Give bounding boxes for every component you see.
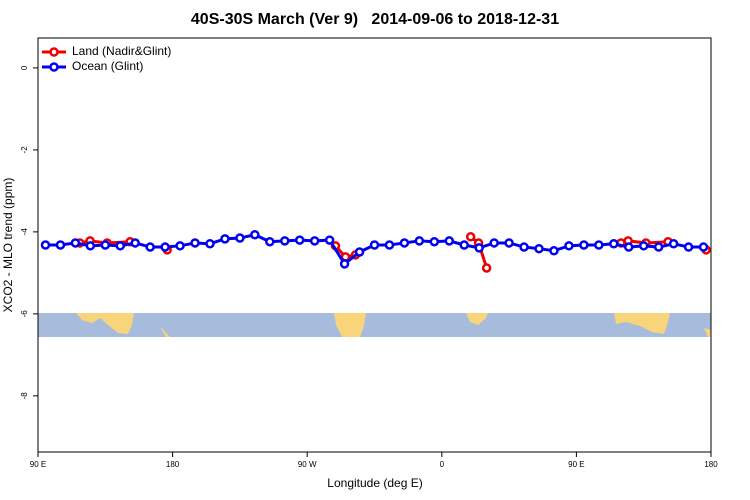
point bbox=[474, 243, 484, 253]
y-tick-label: -2 bbox=[20, 146, 29, 154]
point bbox=[429, 236, 440, 247]
point bbox=[369, 240, 380, 250]
point bbox=[309, 236, 320, 246]
point bbox=[70, 238, 81, 248]
x-tick-label: 0 bbox=[440, 460, 445, 469]
legend-label: Land (Nadir&Glint) bbox=[72, 44, 171, 58]
y-tick-label: -8 bbox=[20, 392, 29, 400]
map-band bbox=[38, 313, 711, 337]
point bbox=[504, 238, 514, 248]
point bbox=[115, 241, 126, 251]
legend-marker bbox=[49, 62, 59, 72]
point bbox=[160, 242, 170, 252]
x-axis-label: Longitude (deg E) bbox=[327, 476, 422, 490]
point bbox=[549, 245, 559, 256]
plot-frame bbox=[37, 37, 712, 453]
point bbox=[324, 235, 335, 245]
point bbox=[250, 230, 260, 240]
point bbox=[175, 241, 185, 251]
y-tick-label: -6 bbox=[20, 310, 29, 318]
x-tick-label: 180 bbox=[704, 460, 718, 469]
point bbox=[414, 236, 425, 246]
point bbox=[638, 241, 649, 251]
y-axis-label: XCO2 - MLO trend (ppm) bbox=[1, 178, 15, 313]
point bbox=[653, 242, 664, 252]
point bbox=[130, 238, 140, 248]
point bbox=[698, 242, 709, 252]
point bbox=[100, 240, 111, 250]
point bbox=[40, 240, 51, 250]
point bbox=[668, 239, 679, 249]
point bbox=[280, 236, 290, 246]
point bbox=[220, 234, 230, 244]
point bbox=[489, 238, 499, 248]
point bbox=[609, 239, 619, 249]
point bbox=[190, 238, 200, 248]
y-tick-label: -4 bbox=[20, 228, 29, 236]
point bbox=[294, 235, 305, 245]
point bbox=[384, 240, 395, 250]
point bbox=[55, 240, 66, 250]
point bbox=[465, 232, 476, 242]
point bbox=[579, 240, 589, 250]
y-tick-label: 0 bbox=[20, 65, 29, 70]
legend-marker bbox=[49, 47, 59, 57]
point bbox=[481, 263, 492, 273]
point bbox=[145, 242, 155, 252]
chart-title: 40S-30S March (Ver 9) 2014-09-06 to 2018… bbox=[191, 11, 559, 28]
point bbox=[205, 239, 215, 249]
point bbox=[564, 241, 574, 251]
point bbox=[623, 242, 634, 252]
point bbox=[399, 238, 410, 248]
point bbox=[444, 236, 455, 246]
point bbox=[594, 240, 604, 250]
x-tick-label: 90 E bbox=[30, 460, 46, 469]
point bbox=[519, 242, 529, 252]
point bbox=[459, 240, 469, 250]
point bbox=[265, 236, 275, 247]
point bbox=[683, 242, 694, 252]
x-tick-label: 180 bbox=[166, 460, 180, 469]
legend-label: Ocean (Glint) bbox=[72, 59, 143, 73]
point bbox=[339, 259, 350, 269]
x-tick-label: 90 E bbox=[568, 460, 584, 469]
point bbox=[235, 233, 245, 243]
point bbox=[354, 247, 365, 257]
point bbox=[534, 243, 544, 254]
x-tick-label: 90 W bbox=[298, 460, 317, 469]
point bbox=[85, 241, 96, 251]
